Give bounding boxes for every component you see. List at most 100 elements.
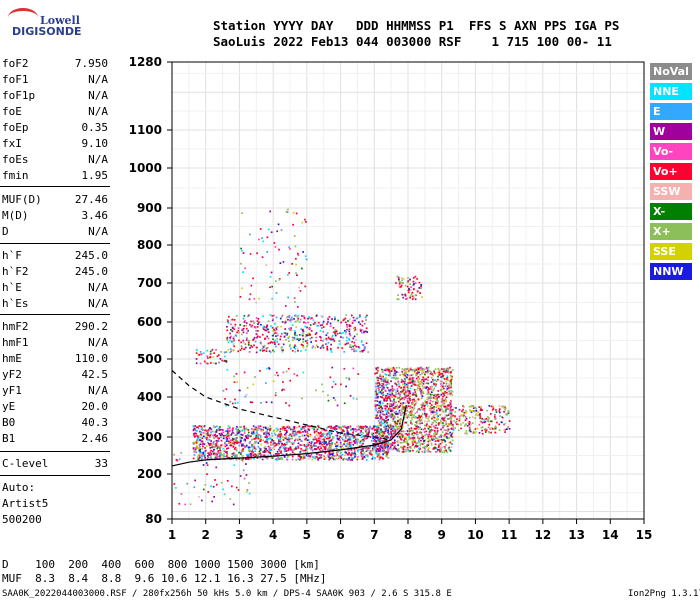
echo-point	[271, 447, 274, 449]
echo-point	[326, 435, 329, 438]
echo-point	[402, 441, 405, 444]
echo-point	[256, 457, 259, 459]
echo-point	[408, 432, 411, 435]
echo-point	[232, 446, 235, 448]
echo-point	[462, 415, 465, 418]
echo-point	[237, 489, 240, 491]
echo-point	[384, 424, 387, 426]
echo-point	[203, 429, 206, 432]
echo-point	[225, 436, 228, 439]
echo-point	[474, 417, 477, 419]
echo-point	[201, 437, 204, 439]
echo-point	[316, 453, 318, 456]
echo-point	[402, 408, 404, 411]
echo-point	[305, 430, 308, 432]
x-tick-label: 11	[501, 528, 518, 542]
echo-point	[175, 458, 178, 461]
echo-point	[200, 431, 203, 433]
echo-point	[415, 432, 418, 435]
echo-point	[391, 370, 394, 372]
echo-point	[384, 430, 387, 432]
echo-point	[501, 421, 503, 424]
echo-point	[402, 397, 405, 399]
echo-point	[219, 434, 222, 437]
echo-point	[390, 405, 393, 408]
echo-point	[263, 344, 266, 347]
echo-point	[375, 392, 378, 395]
echo-point	[285, 317, 288, 319]
echo-point	[204, 447, 206, 449]
echo-point	[399, 421, 401, 423]
echo-point	[266, 325, 268, 328]
echo-point	[407, 382, 410, 384]
echo-point	[225, 361, 228, 363]
echo-point	[246, 339, 249, 342]
echo-point	[449, 371, 452, 374]
echo-point	[430, 397, 433, 399]
echo-point	[328, 456, 330, 458]
echo-point	[412, 438, 414, 441]
echo-point	[212, 356, 215, 358]
echo-point	[285, 453, 288, 455]
echo-point	[322, 346, 325, 349]
echo-point	[275, 444, 277, 447]
echo-point	[236, 439, 238, 442]
echo-point	[268, 434, 271, 437]
echo-point	[324, 442, 327, 444]
echo-point	[277, 442, 280, 445]
echo-point	[415, 377, 418, 380]
echo-point	[421, 408, 424, 410]
echo-point	[321, 315, 324, 318]
echo-point	[398, 282, 401, 285]
echo-point	[427, 434, 430, 436]
echo-point	[249, 441, 251, 443]
echo-point	[409, 449, 412, 452]
echo-point	[261, 458, 264, 461]
echo-point	[299, 451, 302, 453]
echo-point	[233, 345, 235, 348]
echo-point	[344, 317, 347, 320]
echo-point	[403, 436, 405, 439]
echo-point	[266, 236, 269, 239]
echo-point	[441, 399, 444, 401]
echo-point	[327, 437, 330, 440]
echo-point	[423, 386, 426, 389]
echo-point	[404, 402, 407, 404]
echo-point	[324, 429, 326, 432]
echo-point	[394, 405, 397, 408]
echo-point	[254, 453, 256, 456]
echo-point	[256, 326, 259, 328]
echo-point	[434, 379, 436, 381]
echo-point	[406, 442, 408, 444]
echo-point	[229, 429, 231, 432]
echo-point	[279, 335, 282, 338]
echo-point	[443, 399, 445, 402]
echo-point	[209, 350, 212, 353]
echo-point	[229, 348, 232, 350]
echo-point	[250, 284, 253, 287]
echo-point	[297, 430, 299, 433]
echo-point	[369, 445, 372, 448]
echo-point	[317, 439, 320, 442]
echo-point	[265, 433, 268, 436]
echo-point	[328, 451, 331, 453]
echo-point	[322, 322, 324, 325]
echo-point	[441, 440, 444, 443]
echo-point	[437, 440, 440, 442]
echo-point	[396, 431, 398, 433]
echo-point	[369, 450, 372, 453]
echo-point	[294, 320, 297, 323]
echo-point	[224, 449, 227, 452]
echo-point	[333, 331, 335, 333]
echo-point	[326, 347, 329, 350]
echo-point	[271, 341, 274, 344]
echo-point	[376, 439, 379, 442]
echo-point	[446, 385, 449, 388]
echo-point	[286, 431, 288, 433]
echo-point	[425, 433, 428, 436]
echo-point	[419, 292, 421, 294]
echo-point	[360, 340, 363, 342]
echo-point	[449, 448, 451, 451]
echo-point	[445, 444, 447, 446]
